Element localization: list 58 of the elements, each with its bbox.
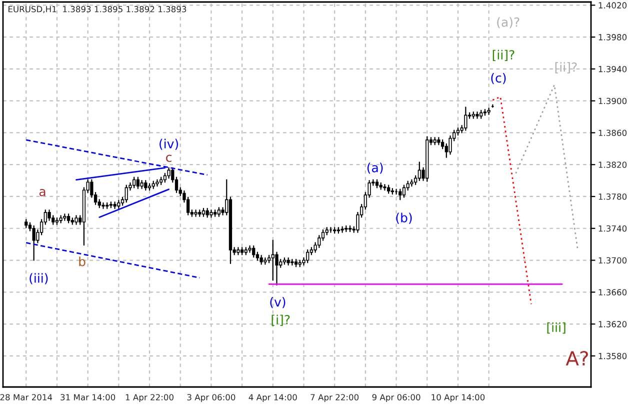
y-tick-label: 1.3940 [598,66,627,72]
annotation: (c) [491,72,506,84]
candlestick [252,245,256,258]
x-tick-label: 7 Apr 22:00 [310,394,359,402]
candlestick [102,202,105,210]
candlestick [48,209,51,221]
candlestick [156,179,159,187]
annotation: c [166,154,172,162]
annotation: [ii]? [492,50,514,61]
chart-title: EURUSD,H1 1.3893 1.3895 1.3892 1.3893 [8,6,186,14]
candlestick [383,184,386,191]
candlestick [167,167,170,179]
annotation: a [39,189,46,196]
candlestick [418,162,421,182]
annotation: (a)? [497,17,520,28]
annotation: b [79,256,86,266]
candlestick [306,249,310,264]
y-tick-label: 1.3660 [598,289,627,296]
candlestick [464,106,468,131]
candlestick [124,184,128,203]
y-tick-label: 1.3860 [598,130,627,136]
candlestick [340,226,344,233]
y-tick-label: 1.3780 [598,193,627,200]
y-tick-label: 1.3900 [598,98,627,104]
y-tick-label: 1.3820 [598,162,627,168]
candlestick [248,245,252,253]
annotation: (v) [270,297,286,308]
candlestick [271,240,274,281]
candlestick [402,184,406,198]
y-tick-label: 1.3740 [598,225,627,232]
annotation: (a) [367,162,383,174]
y-tick-label: 1.3700 [598,257,627,264]
annotation: A? [566,350,588,366]
x-tick-label: 4 Apr 14:00 [248,394,297,402]
candlestick [132,176,136,188]
y-tick-label: 1.3580 [598,352,627,360]
candlestick [144,180,148,191]
candlestick [398,188,402,200]
candlestick [32,225,36,261]
candlestick [476,111,479,119]
annotation: [iii] [547,322,566,334]
annotation: [ii]? [555,62,577,74]
annotation: (iii) [30,273,48,284]
x-tick-label: 9 Apr 06:00 [372,394,420,402]
annotation: (iv) [160,138,178,150]
candlestick [410,179,414,187]
x-tick-label: 3 Apr 06:00 [187,394,236,402]
y-tick-label: 1.3620 [598,321,627,328]
x-tick-label: 1 Apr 22:00 [126,394,174,402]
x-tick-label: 31 Mar 14:00 [60,394,116,400]
candlestick [136,176,140,190]
annotation: (b) [396,212,412,224]
y-tick-label: 1.3980 [598,34,627,40]
x-tick-label: 28 Mar 2014 [0,394,52,400]
y-tick-label: 1.4020 [598,2,627,8]
candlestick [194,209,198,217]
annotation: [i]? [272,314,290,326]
x-tick-label: 10 Apr 14:00 [432,394,485,402]
